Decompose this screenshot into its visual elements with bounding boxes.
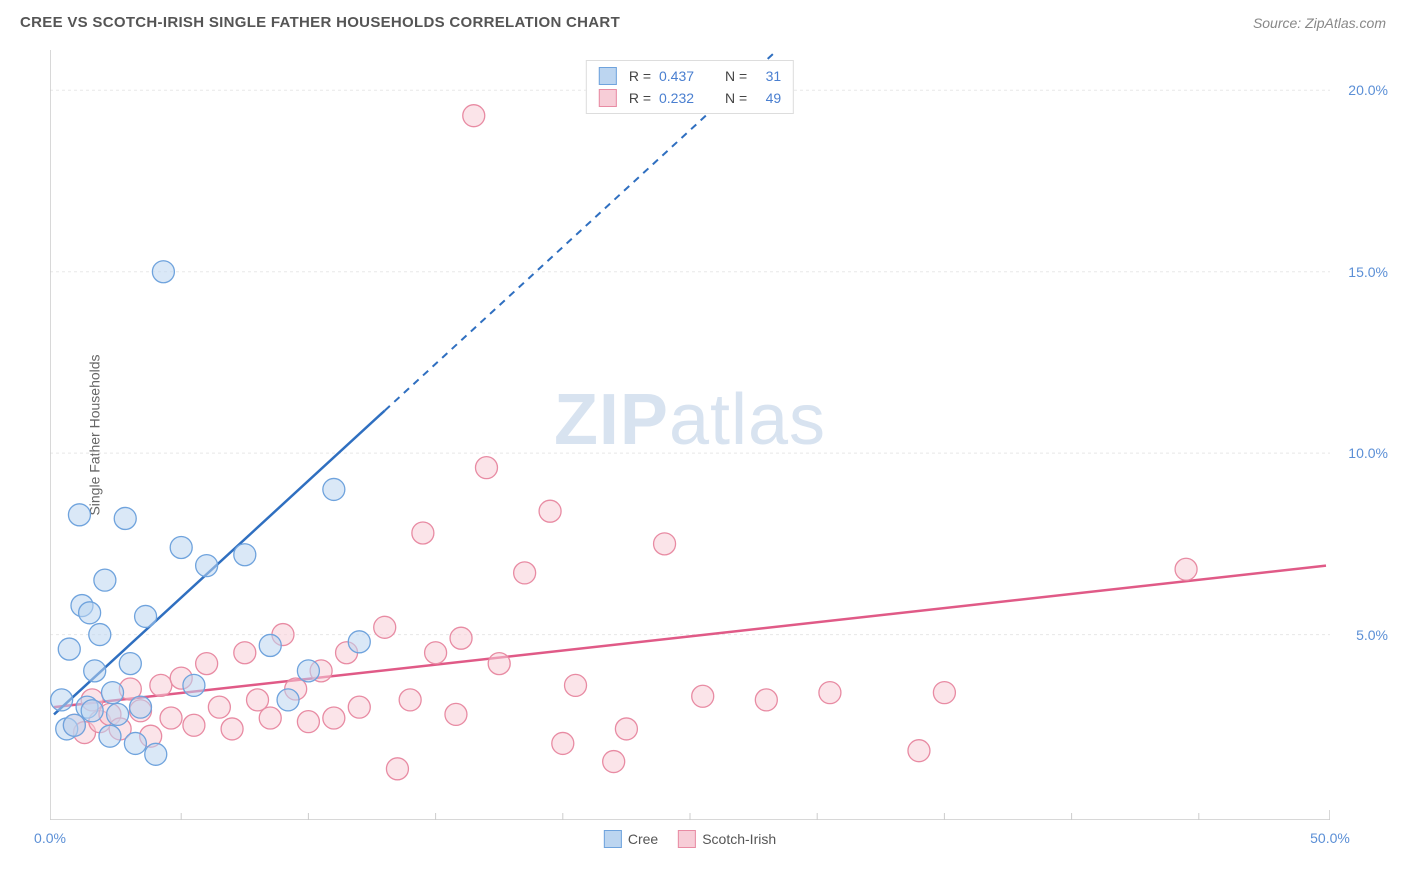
stats-row-cree: R = 0.437 N = 31 xyxy=(599,65,781,87)
chart-area: Single Father Households ZIPatlas R = 0.… xyxy=(50,50,1330,820)
x-tick-label: 50.0% xyxy=(1310,830,1350,846)
chart-title: CREE VS SCOTCH-IRISH SINGLE FATHER HOUSE… xyxy=(20,14,620,31)
y-tick-label: 20.0% xyxy=(1348,82,1388,98)
stats-row-scotch-irish: R = 0.232 N = 49 xyxy=(599,87,781,109)
swatch-cree-icon xyxy=(604,830,622,848)
x-tick-label: 0.0% xyxy=(34,830,66,846)
source-label: Source: ZipAtlas.com xyxy=(1253,15,1386,31)
scatter-plot xyxy=(50,50,1330,820)
y-tick-label: 15.0% xyxy=(1348,264,1388,280)
swatch-cree-icon xyxy=(599,67,617,85)
swatch-scotch-irish-icon xyxy=(599,89,617,107)
swatch-scotch-irish-icon xyxy=(678,830,696,848)
legend-item-scotch-irish: Scotch-Irish xyxy=(678,830,776,848)
series-legend: Cree Scotch-Irish xyxy=(604,830,776,848)
y-tick-label: 10.0% xyxy=(1348,445,1388,461)
y-tick-label: 5.0% xyxy=(1356,627,1388,643)
stats-legend: R = 0.437 N = 31 R = 0.232 N = 49 xyxy=(586,60,794,114)
legend-item-cree: Cree xyxy=(604,830,658,848)
